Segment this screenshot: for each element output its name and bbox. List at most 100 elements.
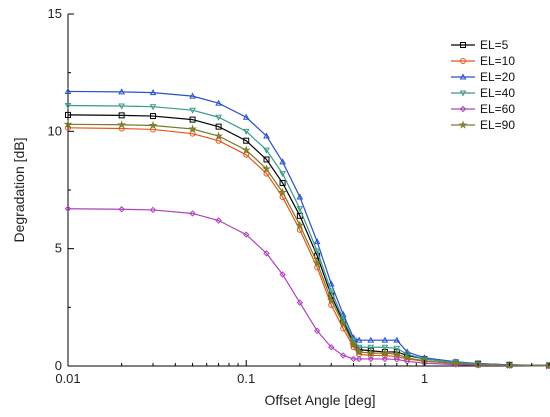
data-point: [392, 349, 402, 359]
legend-label: EL=5: [480, 38, 509, 52]
data-point: [262, 164, 271, 173]
data-point: [339, 352, 347, 359]
data-point: [367, 344, 375, 351]
data-point: [64, 205, 72, 212]
legend-marker: [460, 58, 466, 64]
data-point: [65, 111, 71, 118]
legend-item: EL=60: [451, 102, 515, 116]
data-point: [118, 206, 125, 213]
data-point: [326, 295, 336, 305]
data-point: [215, 99, 222, 106]
data-point: [296, 206, 304, 213]
data-point: [421, 354, 428, 361]
legend-marker: [460, 42, 466, 48]
data-point: [349, 340, 358, 349]
data-point: [64, 103, 72, 110]
x-tick-label: 0.01: [55, 371, 80, 386]
data-point: [327, 288, 335, 295]
data-point: [215, 137, 222, 144]
series-EL=5: [65, 111, 550, 369]
data-point: [189, 107, 196, 114]
data-point: [214, 131, 224, 140]
data-point: [393, 336, 401, 343]
legend-label: EL=60: [480, 102, 515, 116]
data-point: [544, 361, 550, 370]
data-point: [380, 348, 390, 357]
data-point: [117, 120, 127, 129]
data-point: [215, 114, 222, 121]
data-point: [189, 92, 196, 99]
data-point: [278, 187, 288, 197]
y-tick-label: 10: [48, 123, 62, 138]
series-line: [67, 123, 550, 367]
data-point: [263, 132, 270, 139]
data-point: [243, 151, 250, 158]
data-point: [403, 351, 411, 358]
data-point: [242, 128, 250, 135]
data-point: [118, 88, 125, 95]
data-point: [338, 319, 348, 328]
data-point: [64, 87, 72, 94]
y-tick-label: 5: [55, 241, 62, 256]
data-point: [296, 299, 304, 306]
data-point: [242, 113, 250, 120]
data-point: [355, 344, 363, 351]
data-point: [367, 336, 375, 343]
data-point: [355, 355, 363, 363]
legend: EL=5 EL=10 EL=20 EL=40 EL=60 EL=90: [451, 38, 515, 132]
data-point: [263, 250, 270, 257]
data-point: [279, 271, 286, 278]
data-point: [381, 344, 389, 351]
legend-marker: [459, 73, 467, 80]
legend-label: EL=20: [480, 70, 515, 84]
legend-item: EL=40: [451, 86, 515, 100]
series-line: [67, 90, 550, 367]
data-point: [215, 123, 222, 130]
data-point: [313, 327, 321, 335]
data-point: [63, 119, 73, 129]
data-point: [149, 89, 157, 96]
data-point: [279, 158, 286, 165]
x-tick-label: 1: [421, 371, 428, 386]
series-line: [67, 208, 550, 367]
data-point: [188, 124, 198, 133]
data-point: [367, 355, 374, 363]
data-point: [381, 336, 389, 343]
x-tick-label: 0.1: [237, 371, 255, 386]
series-line: [67, 104, 550, 367]
data-point: [215, 217, 222, 224]
data-point: [295, 220, 305, 229]
legend-item: EL=90: [451, 118, 515, 132]
plot-frame: [67, 14, 549, 367]
series-line: [67, 127, 550, 367]
data-point: [354, 347, 364, 356]
legend-label: EL=40: [480, 86, 515, 100]
data-point: [339, 310, 347, 317]
data-point: [350, 355, 357, 363]
data-point: [150, 113, 157, 120]
data-point: [296, 193, 304, 200]
y-tick-label: 0: [55, 358, 62, 373]
data-point: [148, 120, 158, 130]
y-tick-label: 15: [48, 6, 62, 21]
data-point: [118, 112, 125, 119]
data-point: [118, 103, 125, 110]
data-point: [328, 344, 335, 351]
data-point: [355, 336, 363, 343]
data-point: [393, 345, 401, 352]
data-point: [313, 248, 321, 255]
data-point: [189, 130, 196, 137]
series-EL=40: [64, 103, 550, 370]
data-point: [263, 156, 270, 163]
legend-marker: [459, 90, 467, 97]
data-point: [312, 258, 322, 267]
legend-item: EL=5: [451, 38, 509, 52]
data-point: [263, 147, 270, 154]
data-point: [393, 356, 401, 363]
series-EL=90: [63, 119, 550, 370]
series-line: [67, 114, 550, 367]
data-point: [350, 337, 357, 344]
legend-label: EL=10: [480, 54, 515, 68]
data-point: [243, 231, 250, 238]
